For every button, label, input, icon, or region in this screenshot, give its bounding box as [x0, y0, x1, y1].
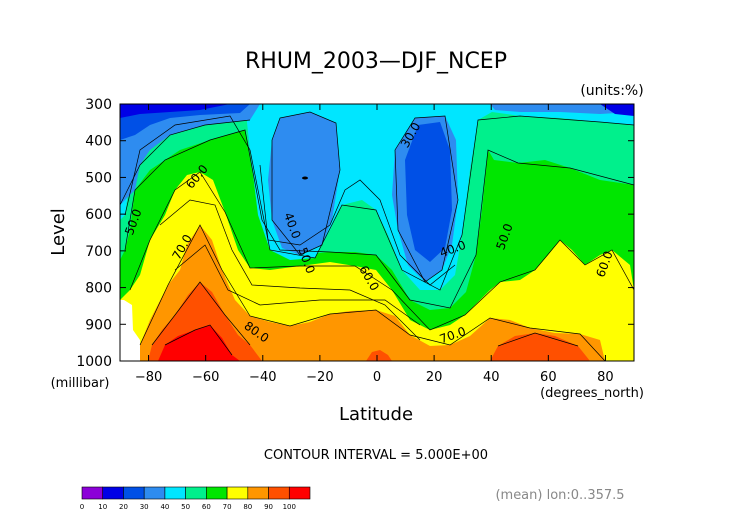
contour-line-40	[124, 115, 635, 291]
plot-area: 30.060.050.0 40.050.070.060.040.0 50.060.0…	[119, 103, 635, 362]
contour-line-70	[139, 224, 606, 362]
y-tick-label: 500	[85, 170, 112, 186]
fill-blue-dark-right	[405, 122, 452, 262]
chart-title: RHUM_2003—DJF_NCEP	[245, 49, 507, 74]
fill-blue-mid	[120, 104, 260, 205]
x-unit-note: (degrees_north)	[540, 386, 644, 401]
x-tick-label: 80	[597, 370, 614, 385]
x-tick-label: 20	[426, 370, 443, 385]
fill-red	[158, 325, 240, 361]
x-axis: −80 −60 −40 −20 0 20 40 60 80	[135, 104, 614, 385]
colorbar-swatch	[123, 486, 145, 500]
contour-line-80	[151, 281, 251, 346]
x-tick-label: −80	[135, 370, 162, 385]
colorbar-swatch	[164, 486, 186, 500]
x-tick-label: −20	[306, 370, 333, 385]
contour-line-30	[119, 119, 251, 206]
fill-blue-core-left	[268, 112, 340, 255]
colorbar-label: 30	[140, 503, 149, 511]
colorbar-swatch	[226, 486, 249, 500]
x-tick-label: 0	[373, 370, 381, 385]
contour-line-50	[124, 129, 635, 309]
colorbar-label: 20	[119, 503, 128, 511]
colorbar-swatch	[206, 486, 228, 500]
contour-line-90	[164, 324, 233, 356]
y-unit-note: (millibar)	[51, 376, 110, 391]
contour-line-30-left-core	[271, 111, 341, 256]
contour-lines	[119, 111, 635, 362]
units-note: (units:%)	[580, 83, 643, 99]
colorbar-label: 40	[160, 503, 169, 511]
x-tick-label: 40	[483, 370, 500, 385]
colorbar-label: 60	[202, 503, 211, 511]
y-tick-label: 700	[85, 244, 112, 260]
x-axis-label: Latitude	[339, 404, 413, 425]
x-tick-label: −60	[192, 370, 219, 385]
y-tick-label: 400	[85, 134, 112, 150]
y-tick-label: 900	[85, 317, 112, 333]
colorbar-swatch	[288, 486, 311, 500]
colorbar-swatch	[185, 486, 207, 500]
colorbar-swatch	[81, 486, 104, 500]
y-tick-label: 800	[85, 281, 112, 297]
missing-data	[120, 300, 140, 361]
colorbar-label: 80	[243, 503, 252, 511]
colorbar-label: 70	[223, 503, 232, 511]
fill-blue-deep-right	[600, 104, 634, 116]
x-tick-label: −40	[249, 370, 276, 385]
colorbar-swatch	[247, 486, 269, 500]
colorbar-swatch	[143, 486, 166, 500]
contour-line-65	[174, 244, 421, 326]
colorbar: 0 10 20 30 40 50 60 70 80 90 100	[80, 486, 311, 511]
contour-line-60	[129, 171, 635, 331]
colorbar-swatch	[102, 486, 124, 500]
colorbar-label: 50	[181, 503, 190, 511]
x-tick-label: 60	[540, 370, 557, 385]
fill-blue-deep	[120, 104, 230, 118]
contour-line-30-right-core	[394, 115, 459, 283]
colorbar-label: 90	[264, 503, 273, 511]
y-axis: 300 400 500 600 700 800 900 1000	[76, 97, 634, 370]
colorbar-swatch	[268, 486, 290, 500]
contour-interval: CONTOUR INTERVAL = 5.000E+00	[264, 448, 488, 463]
contour-line-80-north	[497, 332, 579, 347]
fill-blue-top-right	[490, 104, 634, 114]
min-marker	[302, 176, 308, 180]
y-tick-label: 600	[85, 207, 112, 223]
contour-line-45	[259, 164, 456, 286]
y-axis-label: Level	[48, 208, 69, 256]
mean-note: (mean) lon:0..357.5	[495, 488, 624, 503]
colorbar-label: 100	[283, 503, 296, 511]
y-tick-label: 300	[85, 97, 112, 113]
fill-red-orange-equator	[366, 350, 392, 361]
colorbar-label: 0	[80, 503, 84, 511]
y-tick-label: 1000	[76, 354, 112, 370]
colorbar-label: 10	[98, 503, 107, 511]
